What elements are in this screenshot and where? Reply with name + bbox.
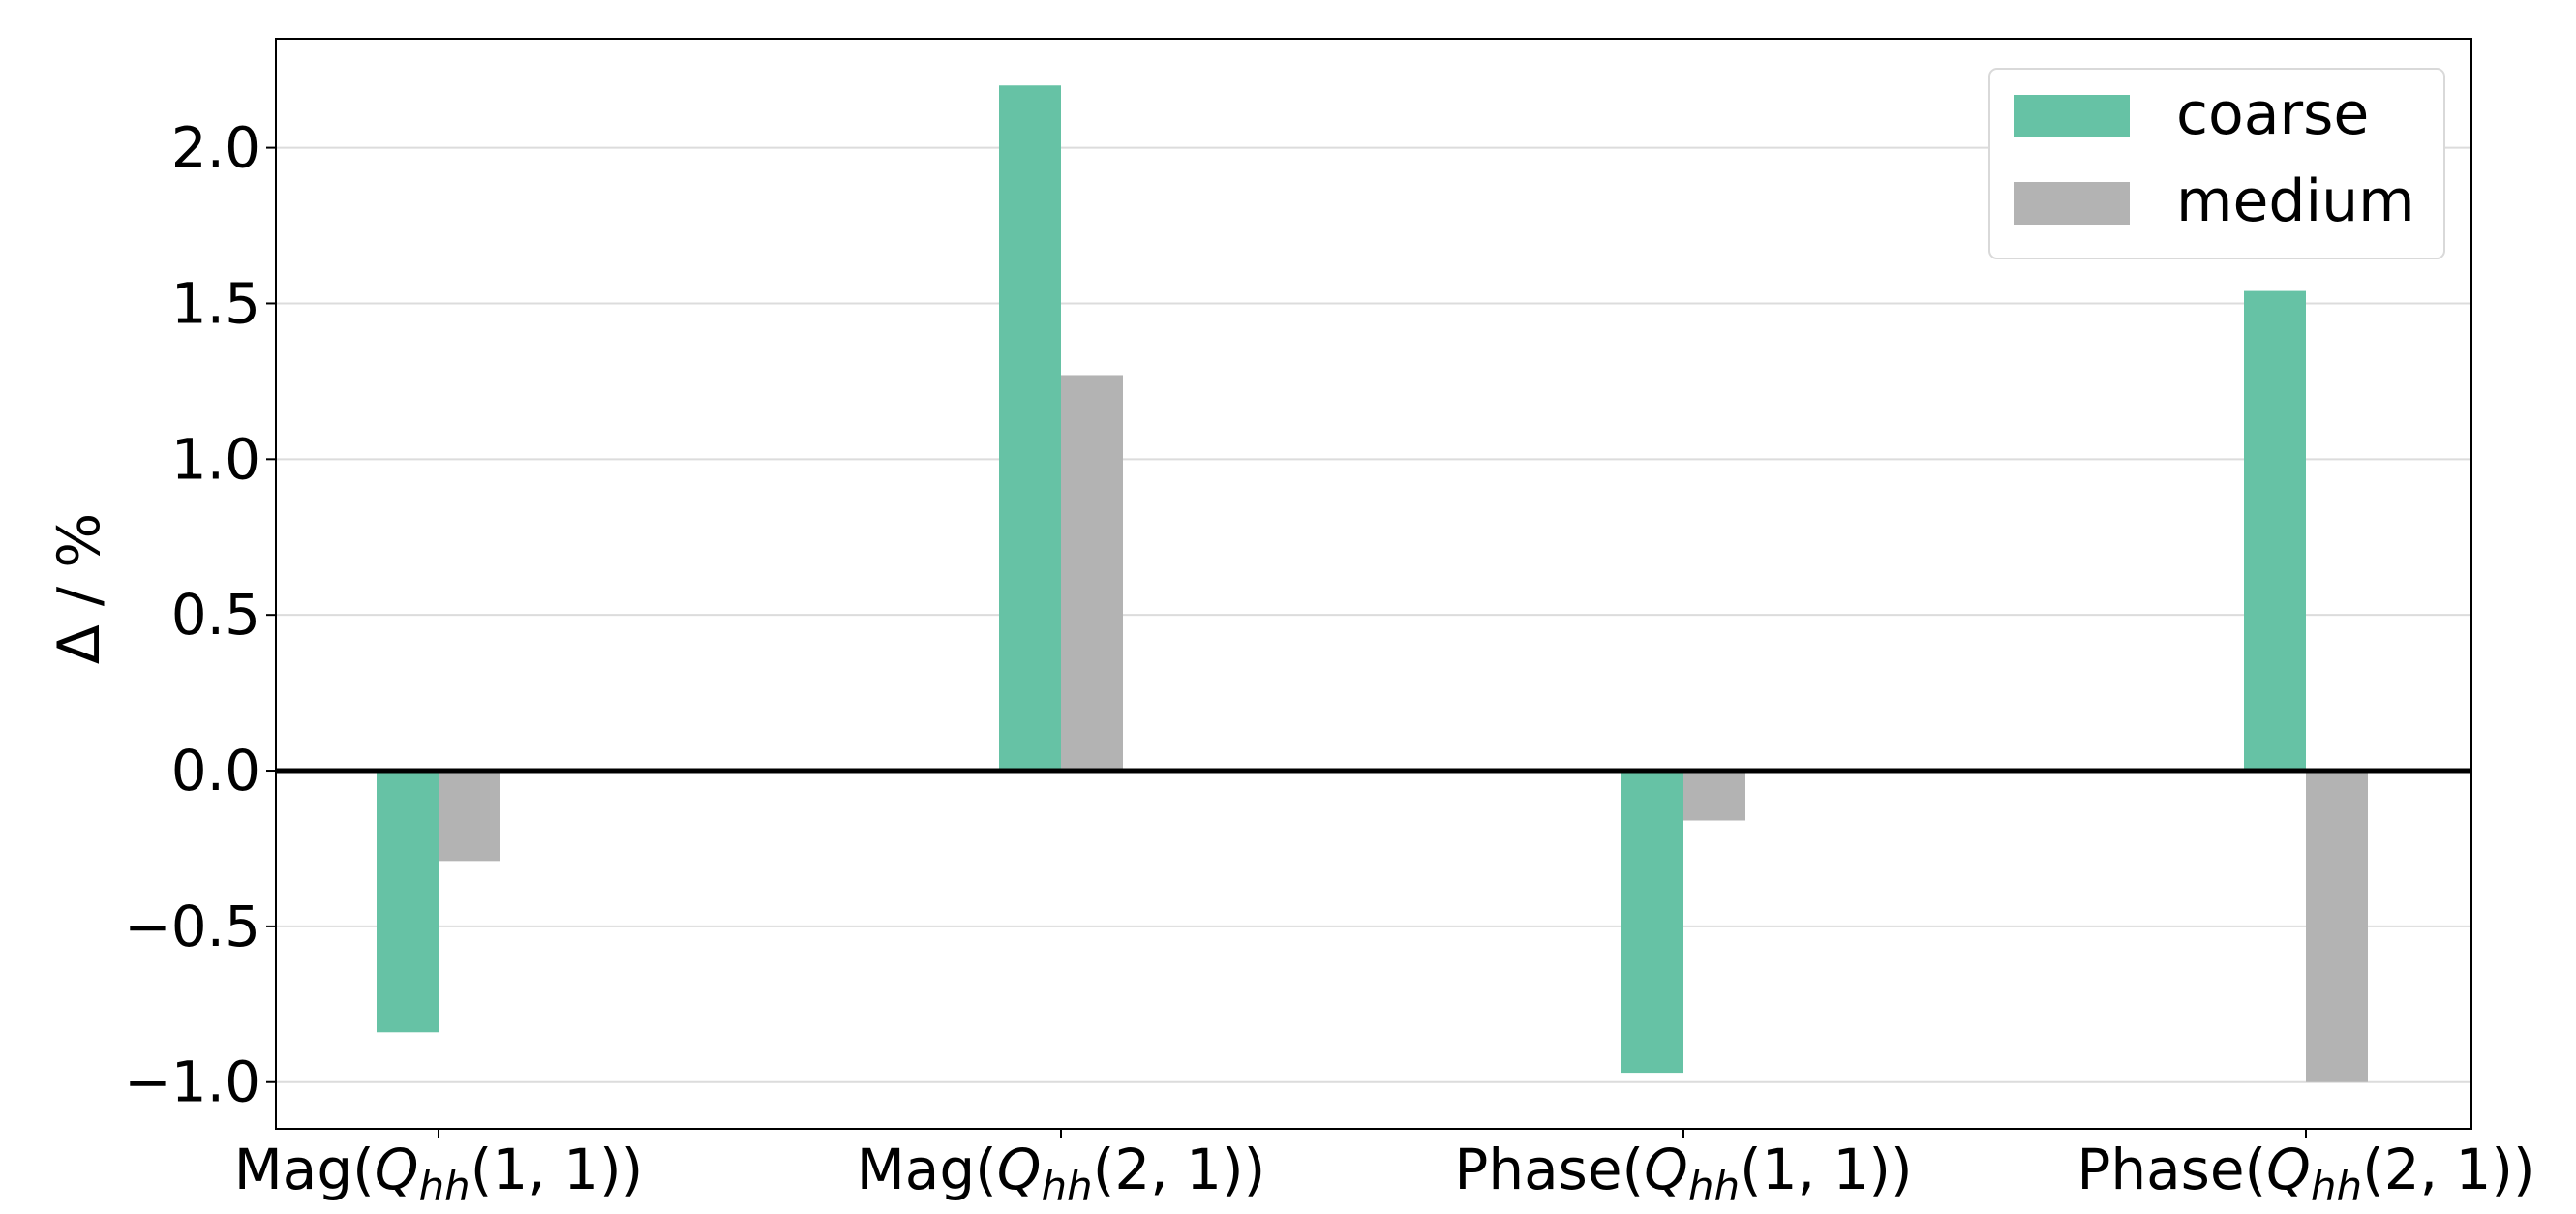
legend-label-coarse: coarse [2176, 80, 2369, 148]
y-tick-label: 0.5 [171, 582, 260, 648]
y-axis-label: Δ / % [45, 513, 113, 664]
bar-coarse-4 [2244, 290, 2306, 772]
plot-frame [275, 38, 2472, 1130]
y-tick-label: 2.0 [171, 115, 260, 181]
y-tick-label: −1.0 [124, 1049, 260, 1115]
bar-medium-2 [1061, 375, 1123, 772]
bar-medium-1 [439, 771, 500, 862]
x-tick-label: Phase(Qhh(1, 1)) [1454, 1137, 1912, 1210]
legend: coarse medium [1988, 68, 2445, 259]
bar-medium-4 [2306, 771, 2368, 1082]
x-tick-label: Phase(Qhh(2, 1)) [2076, 1137, 2534, 1210]
legend-label-medium: medium [2176, 167, 2415, 235]
bar-coarse-3 [1621, 771, 1683, 1074]
legend-swatch-medium [2014, 182, 2130, 225]
x-axis: Mag(Qhh(1, 1)) Mag(Qhh(2, 1)) Phase(Qhh(1,… [234, 1129, 2535, 1210]
y-tick-label: 1.5 [171, 270, 260, 336]
bars [377, 85, 2368, 1082]
gridlines [276, 146, 2471, 1083]
bar-coarse-2 [999, 85, 1061, 772]
y-tick-label: 0.0 [171, 738, 260, 804]
y-axis: 2.0 1.5 1.0 0.5 0.0 −0.5 −1.0 [124, 115, 276, 1115]
bar-medium-3 [1683, 771, 1745, 821]
legend-swatch-coarse [2014, 95, 2130, 137]
y-tick-label: −0.5 [124, 894, 260, 959]
y-tick-label: 1.0 [171, 426, 260, 492]
x-tick-label: Mag(Qhh(2, 1)) [857, 1137, 1266, 1210]
x-tick-label: Mag(Qhh(1, 1)) [234, 1137, 644, 1210]
bar-coarse-1 [377, 771, 439, 1033]
